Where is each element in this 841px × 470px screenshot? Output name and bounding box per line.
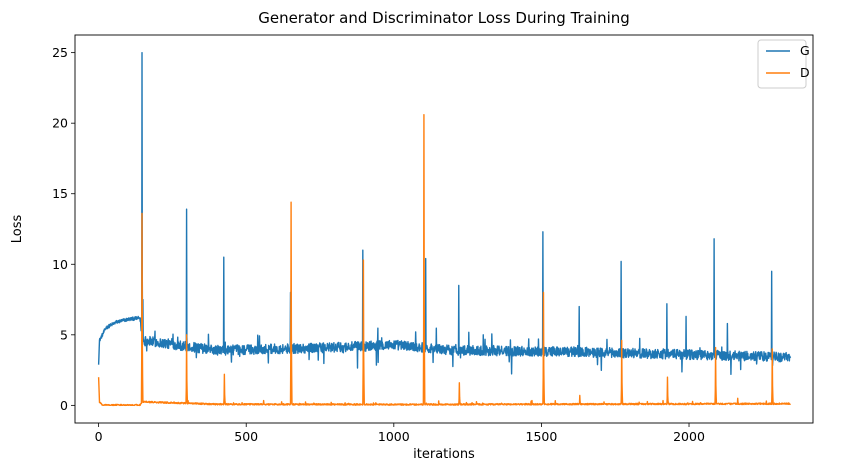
- legend: G D: [757, 39, 810, 89]
- x-tick-label: 0: [95, 429, 103, 444]
- y-tick-label: 5: [60, 327, 68, 342]
- x-tick-label: 500: [234, 429, 258, 444]
- x-axis-label: iterations: [413, 447, 475, 462]
- y-tick-label: 20: [52, 116, 68, 131]
- y-tick-label: 15: [52, 186, 68, 201]
- x-axis: 0 500 1000 1500 2000: [95, 423, 705, 444]
- legend-box: [757, 39, 807, 89]
- plot-frame: [74, 34, 814, 424]
- plot-lines: [97, 51, 792, 407]
- y-axis: 0 5 10 15 20 25: [52, 45, 75, 413]
- chart-title: Generator and Discriminator Loss During …: [258, 9, 630, 27]
- legend-label-g: G: [800, 43, 810, 58]
- series-line-d: [97, 114, 791, 407]
- y-axis-label: Loss: [10, 215, 25, 244]
- y-tick-label: 25: [52, 45, 68, 60]
- x-tick-label: 1000: [378, 429, 410, 444]
- legend-label-d: D: [800, 65, 810, 80]
- y-tick-label: 0: [60, 398, 68, 413]
- series-line-g: [97, 51, 792, 376]
- x-tick-label: 2000: [673, 429, 705, 444]
- x-tick-label: 1500: [526, 429, 558, 444]
- y-tick-label: 10: [52, 257, 68, 272]
